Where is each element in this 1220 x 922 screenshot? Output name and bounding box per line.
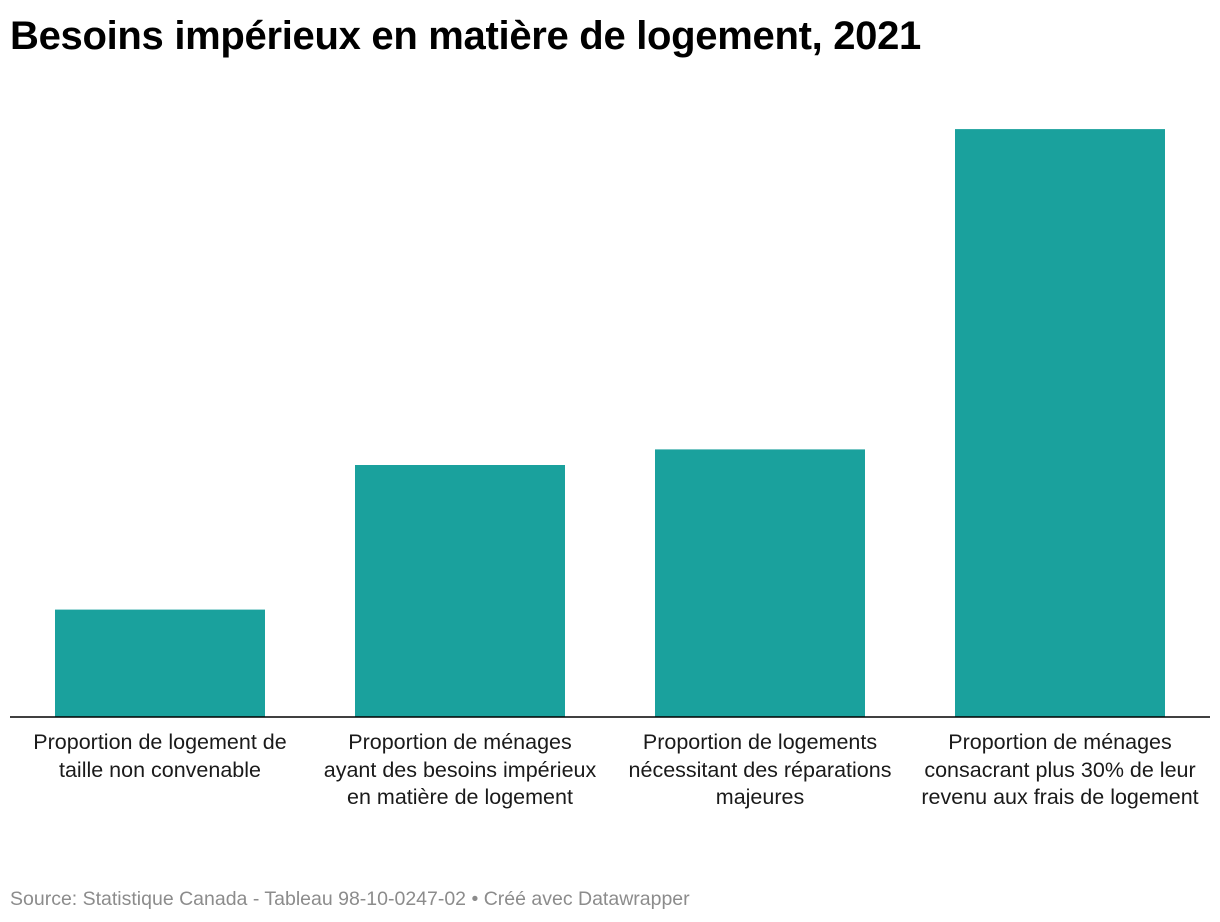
category-label-4: Proportion de ménages consacrant plus 30… <box>921 730 1199 809</box>
chart-footer: Source: Statistique Canada - Tableau 98-… <box>10 886 690 912</box>
bar-2 <box>355 465 565 717</box>
footer-separator: • <box>466 888 484 910</box>
category-label-2: Proportion de ménages ayant des besoins … <box>323 730 597 809</box>
category-label-3: Proportion de logements nécessitant des … <box>628 730 892 809</box>
bars-group <box>55 129 1165 718</box>
bar-4 <box>955 129 1165 718</box>
chart-title: Besoins impérieux en matière de logement… <box>10 14 922 58</box>
category-label-1: Proportion de logement de taille non con… <box>33 730 287 782</box>
bar-3 <box>655 449 865 717</box>
source-note: Source: Statistique Canada - Tableau 98-… <box>10 888 467 910</box>
credit-note: Créé avec Datawrapper <box>483 888 690 910</box>
bar-1 <box>55 609 265 717</box>
